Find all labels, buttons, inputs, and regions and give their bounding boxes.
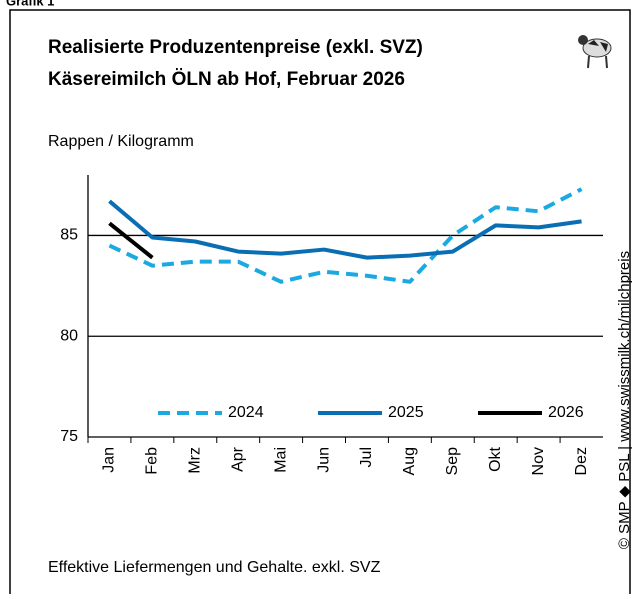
legend-label: 2024 xyxy=(228,404,264,421)
x-tick-label: Feb xyxy=(144,447,161,475)
footnote: Effektive Liefermengen und Gehalte. exkl… xyxy=(48,559,381,576)
legend-label: 2026 xyxy=(548,404,584,421)
series-line xyxy=(108,199,582,260)
chart-title: Realisierte Produzentenpreise (exkl. SVZ… xyxy=(48,37,423,58)
x-tick-label: Jun xyxy=(315,447,332,473)
x-tick-label: Jul xyxy=(358,447,375,467)
x-tick-label: Jan xyxy=(101,447,118,473)
y-tick-label: 85 xyxy=(60,227,78,244)
series-line xyxy=(108,221,154,260)
x-tick-label: Nov xyxy=(530,447,547,475)
x-tick-label: Mrz xyxy=(187,447,204,474)
y-tick-label: 80 xyxy=(60,327,78,344)
legend-label: 2025 xyxy=(388,404,424,421)
x-tick-label: Mai xyxy=(272,447,289,473)
cow-icon xyxy=(578,35,612,69)
source: © SMP ◆ PSL | www.swissmilk.ch/milchprei… xyxy=(616,251,633,549)
x-tick-label: Apr xyxy=(229,446,246,472)
chart-subtitle: Käsereimilch ÖLN ab Hof, Februar 2026 xyxy=(48,69,405,90)
frame xyxy=(9,9,631,599)
x-tick-label: Aug xyxy=(401,447,418,475)
y-tick-label: 75 xyxy=(60,428,78,445)
header: Grafik 1 xyxy=(6,0,54,8)
series-line xyxy=(108,187,583,284)
x-tick-label: Dez xyxy=(573,447,590,475)
y-axis-label: Rappen / Kilogramm xyxy=(48,133,194,150)
x-tick-label: Okt xyxy=(487,446,504,471)
x-tick-label: Sep xyxy=(444,447,461,476)
